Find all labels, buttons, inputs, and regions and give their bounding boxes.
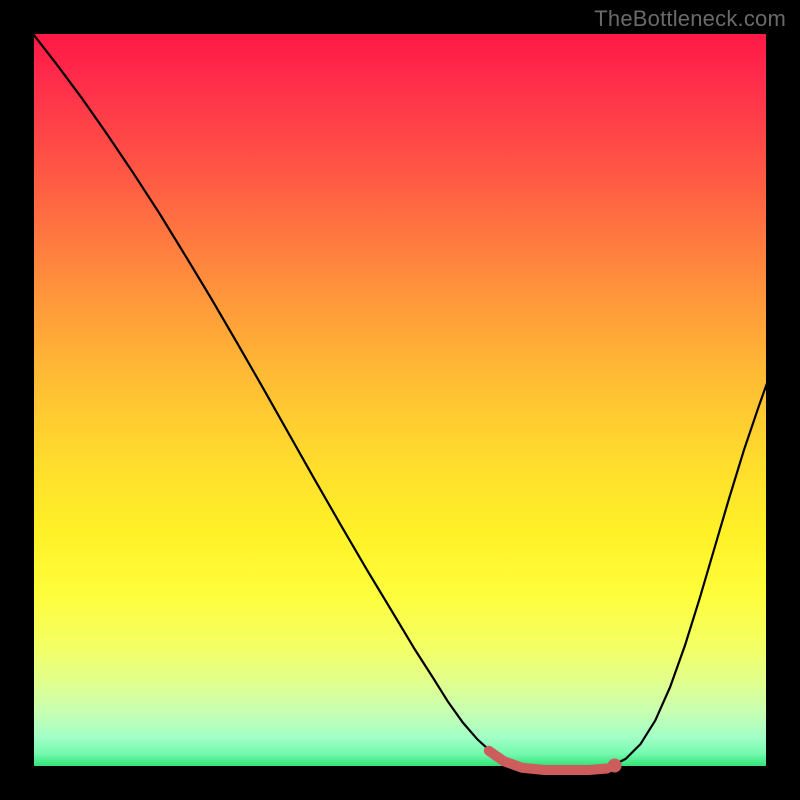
gradient-background: [30, 30, 770, 770]
chart-container: { "watermark": "TheBottleneck.com", "cha…: [0, 0, 800, 800]
bottleneck-curve-chart: [0, 0, 800, 800]
watermark-text: TheBottleneck.com: [594, 6, 786, 32]
optimal-range-endpoint: [608, 759, 622, 773]
